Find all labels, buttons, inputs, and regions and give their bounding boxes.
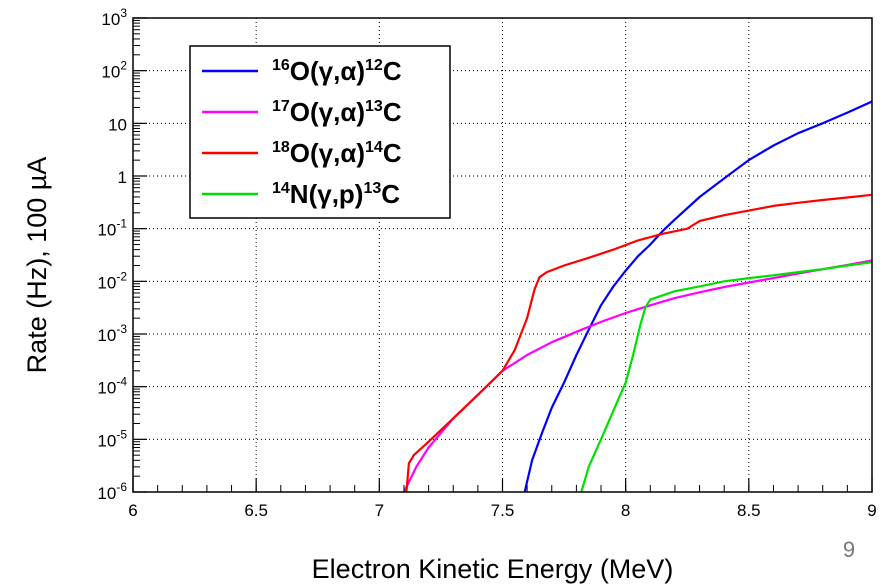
y-tick-base: 10 [97, 326, 116, 345]
y-tick-label: 10-2 [97, 269, 127, 292]
x-tick-label: 8.5 [737, 501, 761, 520]
legend-entry: 16O(γ,α)12C [272, 56, 402, 86]
x-axis-title: Electron Kinetic Energy (MeV) [312, 554, 674, 584]
legend-reaction: O(γ,α) [290, 56, 365, 86]
y-tick-value: 1 [118, 168, 127, 187]
y-tick-exponent: 3 [120, 6, 127, 20]
legend-reaction: O(γ,α) [290, 97, 365, 127]
series-layer [403, 100, 872, 492]
legend-product-mass: 13 [363, 180, 381, 197]
legend-product-mass: 14 [365, 139, 383, 156]
y-tick-base: 10 [97, 221, 116, 240]
x-tick-label: 8 [621, 501, 630, 520]
legend-reaction: N(γ,p) [290, 179, 364, 209]
y-tick-label: 10-6 [97, 480, 127, 503]
legend: 16O(γ,α)12C17O(γ,α)13C18O(γ,α)14C14N(γ,p… [189, 45, 451, 219]
y-tick-label: 10 [108, 115, 127, 134]
y-tick-base: 10 [97, 484, 116, 503]
legend-reaction: O(γ,α) [290, 138, 365, 168]
axis-ticks: 6 6.5 7 7.5 8 8.5 910-610-510-410-310-210-1110… [97, 6, 876, 520]
x-tick-label: 6.5 [244, 501, 268, 520]
legend-product-element: C [383, 56, 402, 86]
y-tick-label: 10-1 [97, 217, 127, 240]
y-tick-base: 10 [101, 63, 120, 82]
x-tick-label: 7 [375, 501, 384, 520]
series-line-0 [523, 100, 872, 492]
y-tick-exponent: 2 [120, 59, 127, 73]
y-tick-exponent: -3 [116, 322, 127, 336]
legend-mass-number: 14 [272, 180, 290, 197]
series-line-2 [405, 193, 872, 492]
legend-product-mass: 12 [365, 57, 383, 74]
legend-product-element: C [383, 138, 402, 168]
legend-mass-number: 18 [272, 139, 290, 156]
y-tick-base: 10 [101, 10, 120, 29]
legend-entry: 18O(γ,α)14C [272, 138, 402, 168]
series-line-1 [403, 259, 872, 492]
legend-entry: 14N(γ,p)13C [272, 179, 400, 209]
x-tick-label: 6 [128, 501, 137, 520]
y-tick-label: 10-5 [97, 427, 127, 450]
y-tick-label: 102 [101, 59, 127, 82]
y-tick-value: 10 [108, 115, 127, 134]
y-tick-label: 10-4 [97, 375, 127, 398]
legend-mass-number: 16 [272, 57, 290, 74]
legend-box [189, 45, 451, 219]
y-tick-base: 10 [97, 379, 116, 398]
page-number: 9 [843, 537, 855, 562]
y-tick-exponent: -1 [116, 217, 127, 231]
y-tick-label: 1 [118, 168, 127, 187]
y-tick-exponent: -5 [116, 427, 127, 441]
y-tick-base: 10 [97, 273, 116, 292]
x-tick-label: 7.5 [491, 501, 515, 520]
y-tick-exponent: -4 [116, 375, 127, 389]
legend-mass-number: 17 [272, 98, 290, 115]
y-tick-base: 10 [97, 431, 116, 450]
y-tick-exponent: -2 [116, 269, 127, 283]
x-tick-label: 9 [867, 501, 876, 520]
y-axis-title: Rate (Hz), 100 µA [22, 157, 52, 374]
legend-product-mass: 13 [365, 98, 383, 115]
legend-product-element: C [383, 97, 402, 127]
y-tick-label: 103 [101, 6, 127, 29]
series-line-3 [580, 261, 872, 492]
legend-product-element: C [381, 179, 400, 209]
legend-entry: 17O(γ,α)13C [272, 97, 402, 127]
y-tick-exponent: -6 [116, 480, 127, 494]
y-tick-label: 10-3 [97, 322, 127, 345]
